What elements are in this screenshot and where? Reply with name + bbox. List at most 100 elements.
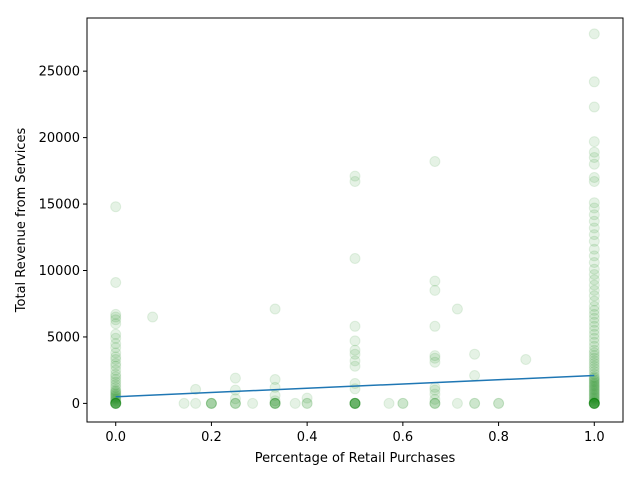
scatter-point — [588, 336, 600, 348]
scatter-point — [229, 372, 241, 384]
scatter-point — [429, 284, 441, 296]
scatter-point — [110, 396, 122, 408]
scatter-point — [269, 303, 281, 315]
scatter-point — [588, 371, 600, 383]
scatter-point — [110, 384, 122, 396]
y-axis-label: Total Revenue from Services — [14, 128, 29, 314]
scatter-point — [110, 354, 122, 365]
y-tick-label: 5000 — [47, 330, 80, 345]
scatter-point — [588, 397, 600, 409]
scatter-point — [588, 269, 600, 280]
scatter-point — [588, 320, 600, 332]
scatter-point — [588, 279, 600, 291]
scatter-point — [110, 338, 122, 350]
y-tick-label: 20000 — [39, 131, 80, 146]
regression-line-layer — [115, 374, 595, 398]
scatter-point — [349, 170, 361, 182]
scatter-point — [349, 397, 361, 409]
scatter-point — [588, 328, 600, 340]
scatter-point — [469, 348, 481, 360]
scatter-point — [429, 381, 441, 393]
scatter-point — [588, 352, 600, 364]
scatter-point — [588, 158, 600, 170]
scatter-point — [469, 397, 481, 409]
scatter-point — [588, 235, 600, 247]
scatter-point — [110, 371, 122, 383]
scatter-point — [493, 397, 505, 409]
scatter-point — [110, 397, 122, 409]
scatter-point — [588, 397, 600, 409]
scatter-point — [349, 348, 361, 360]
scatter-point — [110, 332, 122, 344]
scatter-point — [588, 393, 600, 405]
scatter-point — [588, 257, 600, 268]
scatter-point — [588, 152, 600, 163]
scatter-point — [110, 314, 122, 326]
scatter-point — [229, 397, 241, 409]
scatter-point — [110, 277, 122, 288]
scatter-point — [301, 397, 313, 409]
scatter-point — [588, 378, 600, 389]
scatter-point — [588, 176, 600, 187]
scatter-point — [588, 397, 600, 409]
scatter-point — [588, 381, 600, 393]
scatter-point — [229, 397, 241, 409]
scatter-point — [588, 366, 600, 377]
x-tick-label: 1.0 — [584, 430, 605, 445]
scatter-point — [588, 350, 600, 362]
scatter-point — [588, 376, 600, 388]
scatter-point — [349, 355, 361, 367]
scatter-point — [588, 324, 600, 336]
scatter-point — [110, 387, 122, 399]
x-tick-label: 0.8 — [488, 430, 509, 445]
scatter-point — [110, 376, 122, 388]
scatter-point — [588, 396, 600, 408]
scatter-point — [588, 250, 600, 262]
scatter-point — [588, 136, 600, 148]
scatter-point — [190, 383, 202, 395]
scatter-point — [110, 392, 122, 404]
scatter-point — [349, 320, 361, 332]
scatter-point — [349, 397, 361, 409]
scatter-point — [205, 397, 217, 409]
scatter-point — [349, 397, 361, 409]
scatter-point — [205, 397, 217, 409]
scatter-point — [349, 397, 361, 409]
scatter-point — [588, 397, 600, 409]
scatter-point — [205, 397, 217, 409]
scatter-point — [349, 397, 361, 409]
scatter-point — [269, 397, 281, 409]
scatter-point — [229, 393, 241, 405]
scatter-point — [469, 397, 481, 409]
scatter-point — [110, 397, 122, 409]
scatter-point — [588, 380, 600, 392]
x-axis-label: Percentage of Retail Purchases — [255, 451, 456, 466]
scatter-point — [349, 397, 361, 409]
scatter-point — [429, 397, 441, 409]
scatter-point — [110, 342, 122, 354]
y-tick-label: 10000 — [39, 264, 80, 279]
scatter-point — [429, 356, 441, 368]
scatter-point — [588, 229, 600, 241]
scatter-point — [397, 397, 409, 409]
regression-line — [115, 374, 595, 398]
scatter-point — [110, 358, 122, 369]
scatter-point — [588, 374, 600, 385]
scatter-point — [588, 388, 600, 400]
scatter-point — [269, 374, 281, 385]
scatter-point — [588, 358, 600, 369]
scatter-point — [493, 397, 505, 409]
scatter-point — [349, 344, 361, 356]
scatter-point — [429, 384, 441, 396]
scatter-point — [588, 197, 600, 209]
scatter-point — [588, 172, 600, 183]
scatter-point — [383, 397, 395, 409]
scatter-point — [429, 397, 441, 409]
scatter-point — [588, 383, 600, 395]
scatter-point — [110, 351, 122, 363]
scatter-point — [588, 209, 600, 221]
scatter-point — [397, 397, 409, 409]
scatter-point — [588, 355, 600, 367]
scatter-points — [110, 28, 600, 409]
